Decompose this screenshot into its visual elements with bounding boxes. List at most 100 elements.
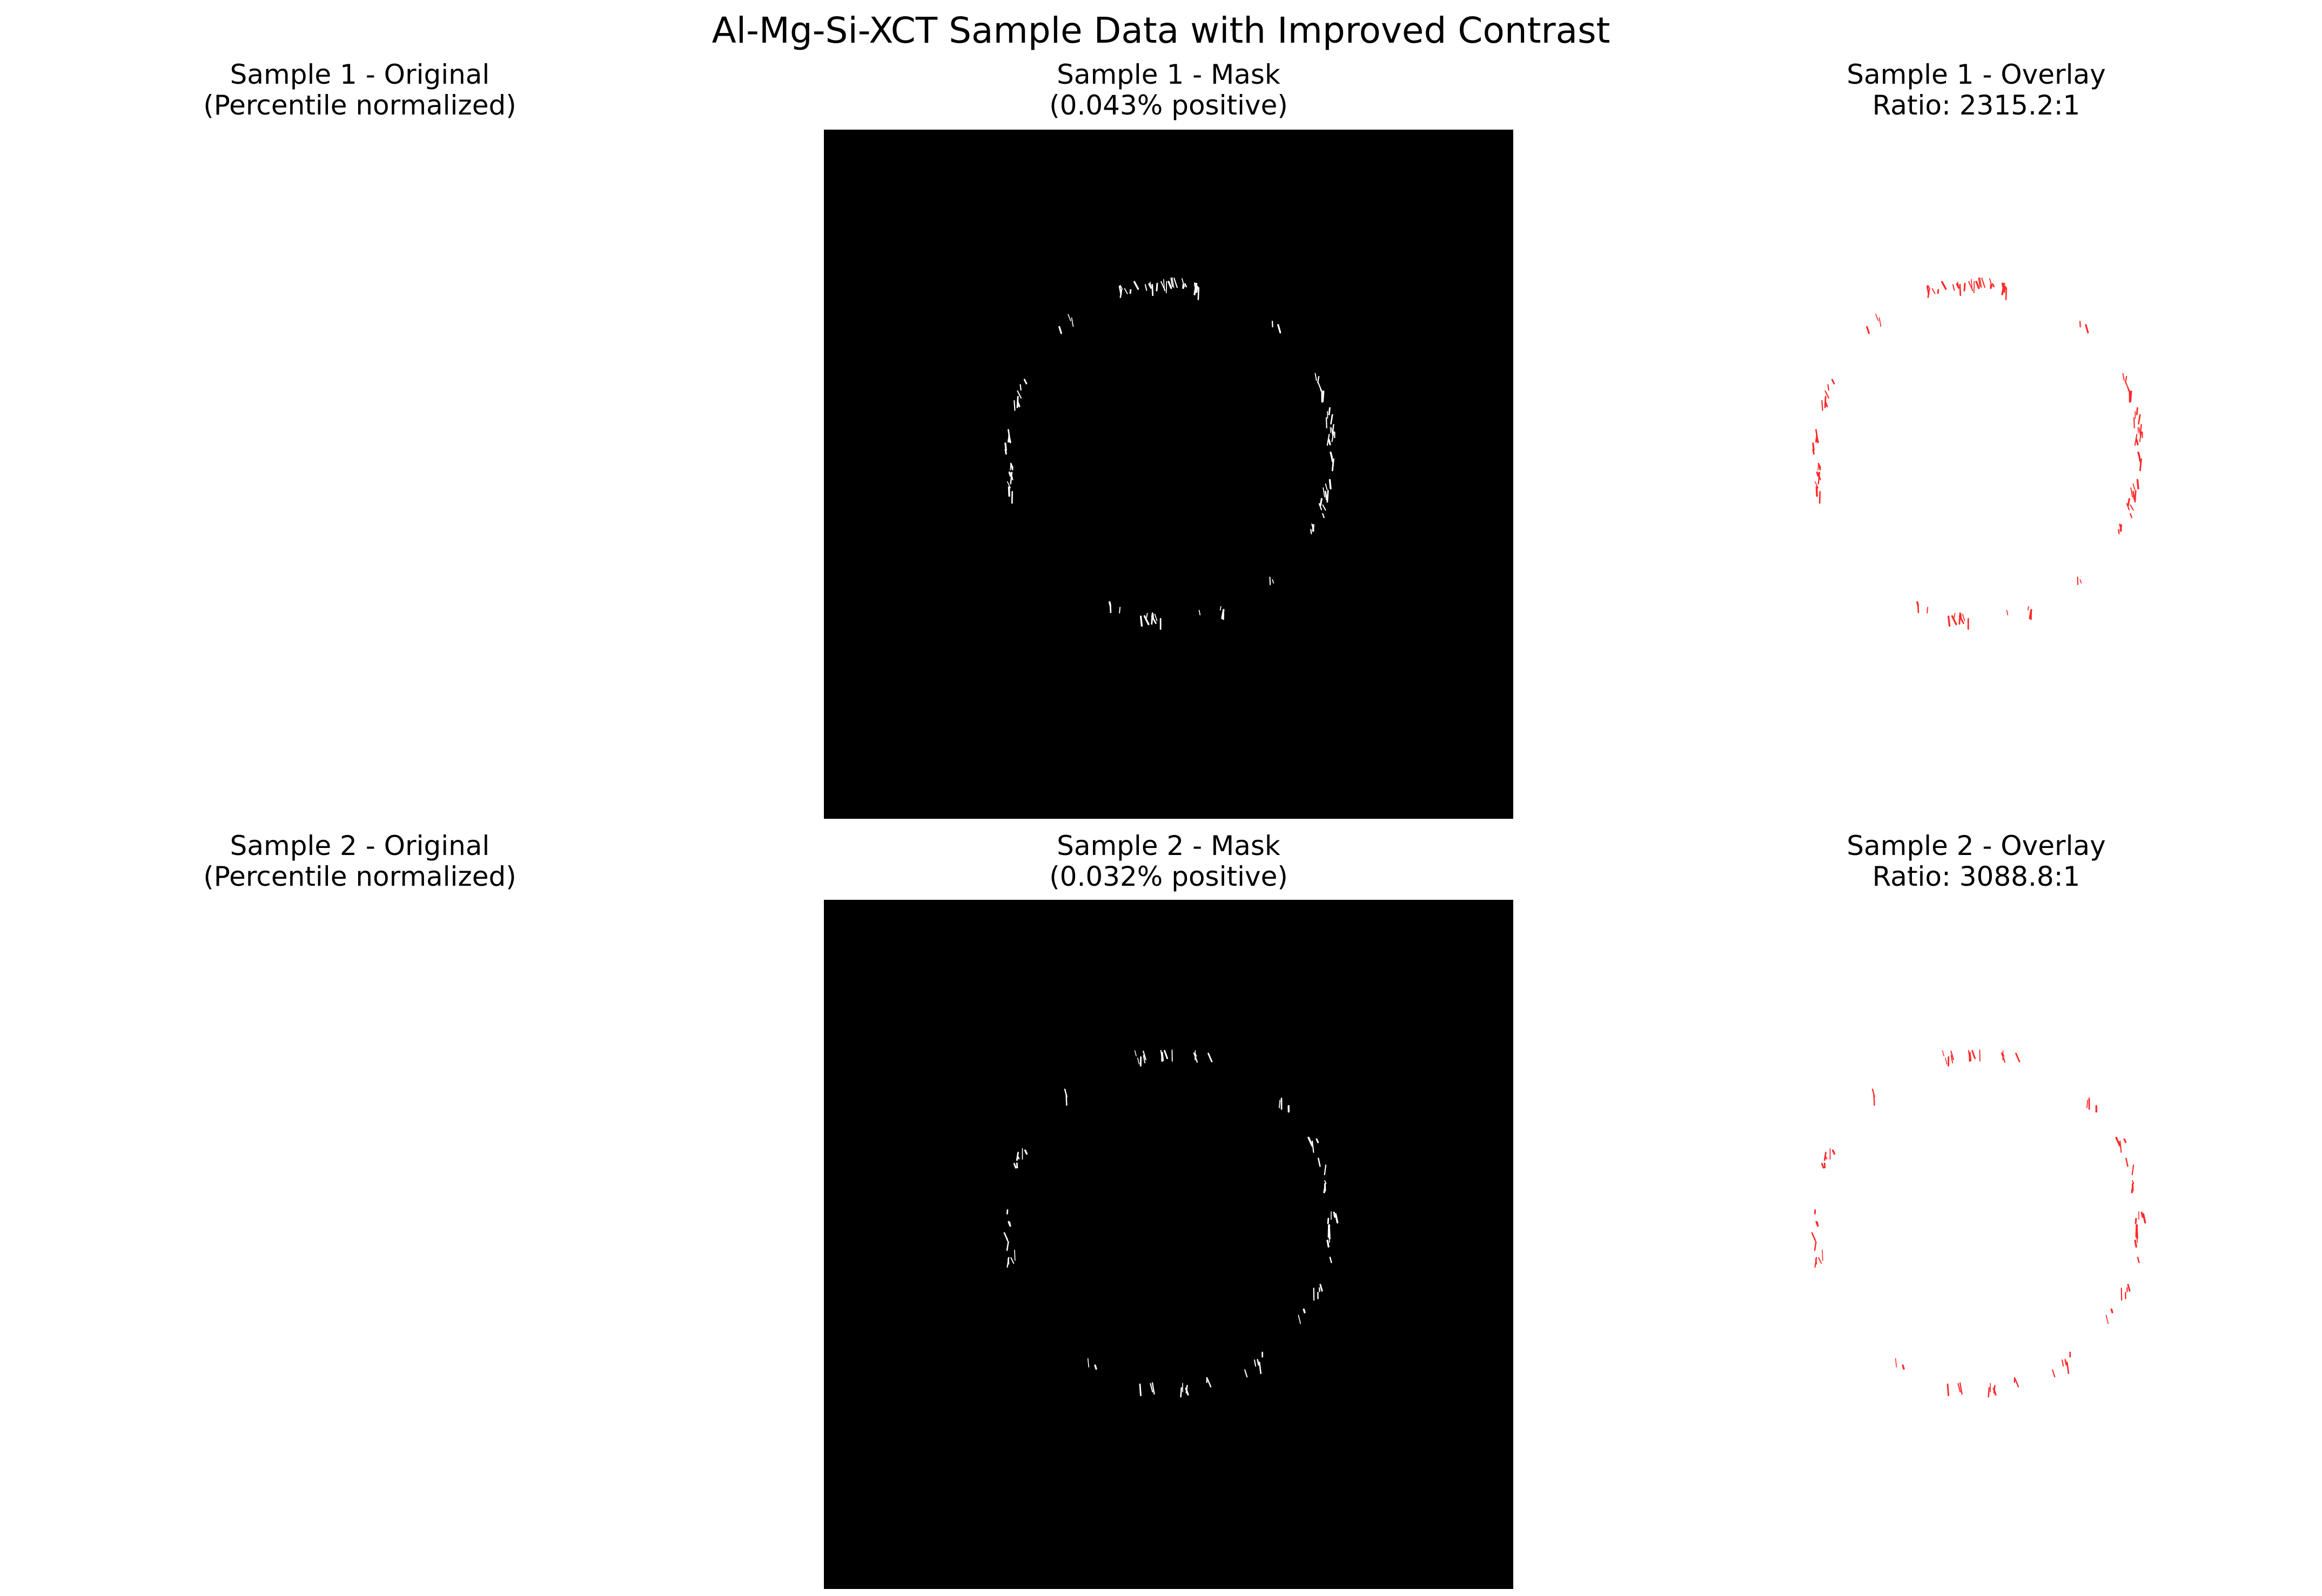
mask-speck xyxy=(1016,396,1019,408)
overlay-speck xyxy=(1816,435,1819,443)
mask-speck xyxy=(1253,1359,1257,1367)
overlay-speck xyxy=(1971,1050,1976,1059)
mask-speck xyxy=(1133,281,1139,290)
mask-speck xyxy=(1258,1362,1262,1375)
mask-speck xyxy=(1165,281,1167,294)
mask-speck xyxy=(1170,277,1173,287)
overlay-speck xyxy=(1947,1383,1949,1396)
mask-speck xyxy=(1321,390,1325,403)
overlay-speck xyxy=(2129,390,2132,403)
overlay-speck xyxy=(1818,1257,1822,1264)
mask-speck xyxy=(1119,607,1121,614)
mask-speck xyxy=(1003,1232,1008,1241)
overlay-speck xyxy=(1942,1050,1944,1056)
overlay-speck xyxy=(1981,277,1985,288)
overlay-speck xyxy=(2132,1180,2135,1184)
overlay-speck xyxy=(1962,614,1965,622)
mask-speck xyxy=(1331,458,1334,472)
figure-title: Al-Mg-Si-XCT Sample Data with Improved C… xyxy=(712,10,1610,51)
overlay-speck xyxy=(2064,1359,2067,1366)
mask-speck xyxy=(1143,1050,1147,1060)
mask-speck xyxy=(1173,277,1178,288)
overlay-speck xyxy=(1950,1055,1954,1063)
mask-speck xyxy=(1321,513,1325,518)
overlay-speck xyxy=(1978,277,1981,287)
mask-speck xyxy=(1269,576,1271,585)
overlay-speck xyxy=(2139,423,2142,435)
overlay-speck xyxy=(1927,285,1931,290)
mask-speck xyxy=(1023,379,1028,385)
mask-speck xyxy=(1328,479,1332,490)
mask-speck xyxy=(1328,439,1331,446)
mask-speck xyxy=(1271,320,1273,328)
mask-speck xyxy=(1324,1180,1327,1184)
overlay-speck xyxy=(2134,1240,2137,1248)
overlay-speck xyxy=(2139,431,2142,442)
mask-speck xyxy=(1014,400,1016,411)
sample-2-mask-image xyxy=(824,900,1513,1589)
mask-speck xyxy=(1119,289,1123,298)
overlay-speck xyxy=(1927,607,1929,614)
overlay-speck xyxy=(1989,278,1993,287)
overlay-speck xyxy=(1927,289,1930,298)
mask-speck xyxy=(1325,483,1328,490)
mask-speck xyxy=(1016,1151,1019,1161)
overlay-speck xyxy=(1952,284,1955,291)
mask-speck xyxy=(1206,1378,1212,1388)
mask-speck xyxy=(1196,286,1199,293)
overlay-speck xyxy=(1931,288,1936,294)
mask-speck xyxy=(1311,1140,1314,1153)
mask-speck xyxy=(1150,1383,1153,1393)
mask-speck xyxy=(1160,281,1163,286)
overlay-speck xyxy=(1814,481,1818,489)
overlay-speck xyxy=(1968,281,1971,286)
mask-speck xyxy=(1004,448,1007,455)
overlay-speck xyxy=(1902,1364,1905,1370)
sample-2-mask-title: Sample 2 - Mask (0.032% positive) xyxy=(1049,830,1288,892)
overlay-speck xyxy=(2130,487,2133,497)
mask-speck xyxy=(1331,431,1334,442)
overlay-speck xyxy=(1831,1149,1836,1155)
mask-speck xyxy=(1185,1387,1189,1396)
mask-speck xyxy=(1330,414,1333,425)
mask-speck xyxy=(1326,1240,1330,1248)
mask-speck xyxy=(1326,434,1330,446)
overlay-speck xyxy=(1816,472,1819,477)
overlay-speck xyxy=(2079,320,2081,328)
mask-speck xyxy=(1322,504,1326,511)
overlay-speck xyxy=(2123,1138,2127,1143)
mask-speck xyxy=(1010,462,1011,471)
overlay-speck xyxy=(2115,1136,2121,1147)
overlay-speck xyxy=(1992,283,1995,288)
overlay-speck xyxy=(1956,283,1959,288)
mask-speck xyxy=(1221,609,1225,619)
mask-speck xyxy=(1134,1050,1137,1056)
overlay-speck xyxy=(1945,1058,1948,1065)
overlay-speck xyxy=(2132,490,2135,501)
overlay-speck xyxy=(2006,610,2009,616)
mask-speck xyxy=(1323,487,1325,497)
overlay-speck xyxy=(1963,282,1966,292)
overlay-speck xyxy=(2125,381,2130,392)
overlay-speck xyxy=(2086,1100,2089,1108)
overlay-speck xyxy=(2061,1359,2064,1367)
overlay-speck xyxy=(1979,277,1982,288)
overlay-speck xyxy=(2133,417,2135,429)
overlay-speck xyxy=(2119,1140,2122,1153)
mask-speck xyxy=(1087,1358,1090,1368)
mask-speck xyxy=(1143,1055,1146,1063)
sample-2-overlay-title: Sample 2 - Overlay Ratio: 3088.8:1 xyxy=(1847,830,2106,892)
overlay-speck xyxy=(1814,1241,1817,1251)
overlay-speck xyxy=(2131,1164,2135,1175)
overlay-speck xyxy=(2118,529,2120,535)
sample-1-mask-title: Sample 1 - Mask (0.043% positive) xyxy=(1049,59,1288,121)
mask-speck xyxy=(1330,427,1331,433)
overlay-speck xyxy=(1950,1050,1955,1060)
overlay-speck xyxy=(1941,281,1947,290)
mask-speck xyxy=(1319,497,1323,507)
mask-speck xyxy=(1311,523,1314,531)
mask-speck xyxy=(1094,1364,1097,1370)
overlay-speck xyxy=(2127,1284,2131,1292)
overlay-speck xyxy=(2085,324,2089,334)
overlay-speck xyxy=(1970,279,1973,291)
